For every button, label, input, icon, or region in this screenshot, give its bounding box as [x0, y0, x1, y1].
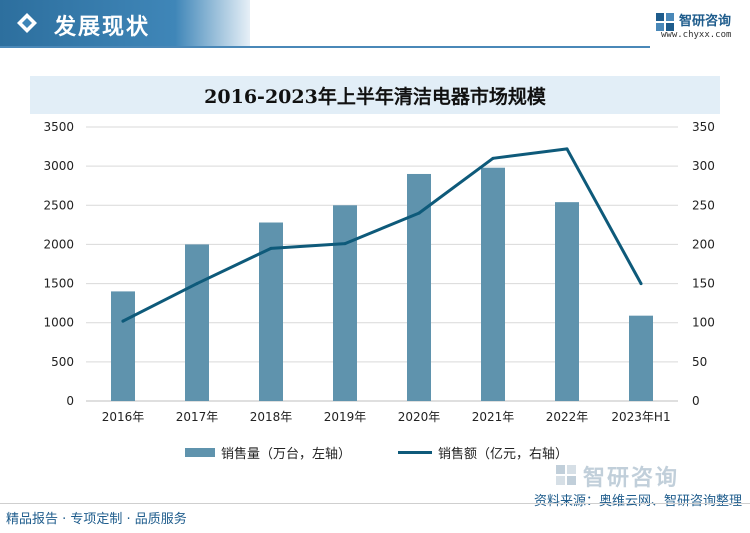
- point-sales-revenue: [343, 242, 347, 246]
- bar-sales-volume: [185, 244, 209, 401]
- bar-sales-volume: [481, 167, 505, 401]
- right-axis-tick-label: 100: [692, 316, 715, 330]
- right-axis-tick-label: 300: [692, 159, 715, 173]
- left-axis-tick-label: 3000: [43, 159, 74, 173]
- left-axis-tick-label: 1500: [43, 277, 74, 291]
- right-axis-tick-label: 350: [692, 120, 715, 134]
- footer-divider: [0, 503, 750, 504]
- x-axis-tick-label: 2020年: [398, 410, 441, 424]
- logo-icon: [656, 13, 674, 31]
- point-sales-revenue: [417, 211, 421, 215]
- x-axis-tick-label: 2021年: [472, 410, 515, 424]
- point-sales-revenue: [639, 282, 643, 286]
- legend-item-sales-revenue: 销售额（亿元，右轴）: [398, 442, 568, 462]
- left-axis-tick-label: 500: [51, 355, 74, 369]
- diamond-icon: [17, 13, 37, 33]
- point-sales-revenue: [195, 282, 199, 286]
- point-sales-revenue: [269, 246, 273, 250]
- x-axis-tick-label: 2022年: [546, 410, 589, 424]
- header: 发展现状 智研咨询 www.chyxx.com: [0, 0, 750, 48]
- header-banner: [0, 0, 250, 48]
- page-title: 发展现状: [54, 15, 151, 40]
- legend-label-sales-volume: 销售量（万台，左轴）: [221, 446, 352, 462]
- left-axis-tick-label: 3500: [43, 120, 74, 134]
- x-axis-tick-label: 2023年H1: [611, 410, 670, 424]
- bar-sales-volume: [629, 315, 653, 401]
- chart-legend: 销售量（万台，左轴） 销售额（亿元，右轴）: [0, 442, 750, 462]
- header-divider: [0, 46, 650, 48]
- footer-slogan: 精品报告 · 专项定制 · 品质服务: [6, 512, 187, 527]
- bar-sales-volume: [555, 202, 579, 401]
- legend-line-swatch: [398, 450, 432, 454]
- footer-brand-name: 智研咨询: [583, 466, 680, 491]
- left-axis-tick-label: 0: [66, 394, 74, 408]
- logo-url: www.chyxx.com: [661, 30, 732, 40]
- x-axis-tick-label: 2019年: [324, 410, 367, 424]
- point-sales-revenue: [491, 156, 495, 160]
- brand-logo: 智研咨询 www.chyxx.com: [655, 8, 747, 44]
- right-axis-tick-label: 50: [692, 355, 707, 369]
- logo-name: 智研咨询: [679, 14, 732, 29]
- right-axis-tick-label: 0: [692, 394, 700, 408]
- combo-chart: 0 500 1000 1500 2000 2500 3000 3500 0 50 100 150 200…: [43, 120, 715, 424]
- brand-icon: [556, 465, 576, 485]
- left-axis-tick-label: 2500: [43, 198, 74, 212]
- chart-title: 2016-2023年上半年清洁电器市场规模: [204, 86, 546, 108]
- point-sales-revenue: [565, 147, 569, 151]
- x-axis-tick-label: 2016年: [102, 410, 145, 424]
- bar-sales-volume: [333, 205, 357, 401]
- chart-title-band: 2016-2023年上半年清洁电器市场规模: [30, 76, 720, 114]
- data-source: 资料来源：奥维云网、智研咨询整理: [533, 494, 742, 509]
- right-axis-tick-label: 250: [692, 198, 715, 212]
- x-axis-tick-label: 2017年: [176, 410, 219, 424]
- right-axis-tick-label: 200: [692, 237, 715, 251]
- legend-label-sales-revenue: 销售额（亿元，右轴）: [438, 446, 569, 462]
- point-sales-revenue: [121, 319, 125, 323]
- line-sales-revenue: [121, 147, 643, 323]
- left-axis-tick-label: 1000: [43, 316, 74, 330]
- left-axis-tick-label: 2000: [43, 237, 74, 251]
- x-axis-tick-label: 2018年: [250, 410, 293, 424]
- legend-item-sales-volume: 销售量（万台，左轴）: [185, 442, 351, 462]
- legend-bar-swatch: [185, 447, 215, 457]
- footer-brand: 智研咨询: [555, 462, 745, 491]
- right-axis-tick-label: 150: [692, 277, 715, 291]
- bar-sales-volume: [111, 291, 135, 401]
